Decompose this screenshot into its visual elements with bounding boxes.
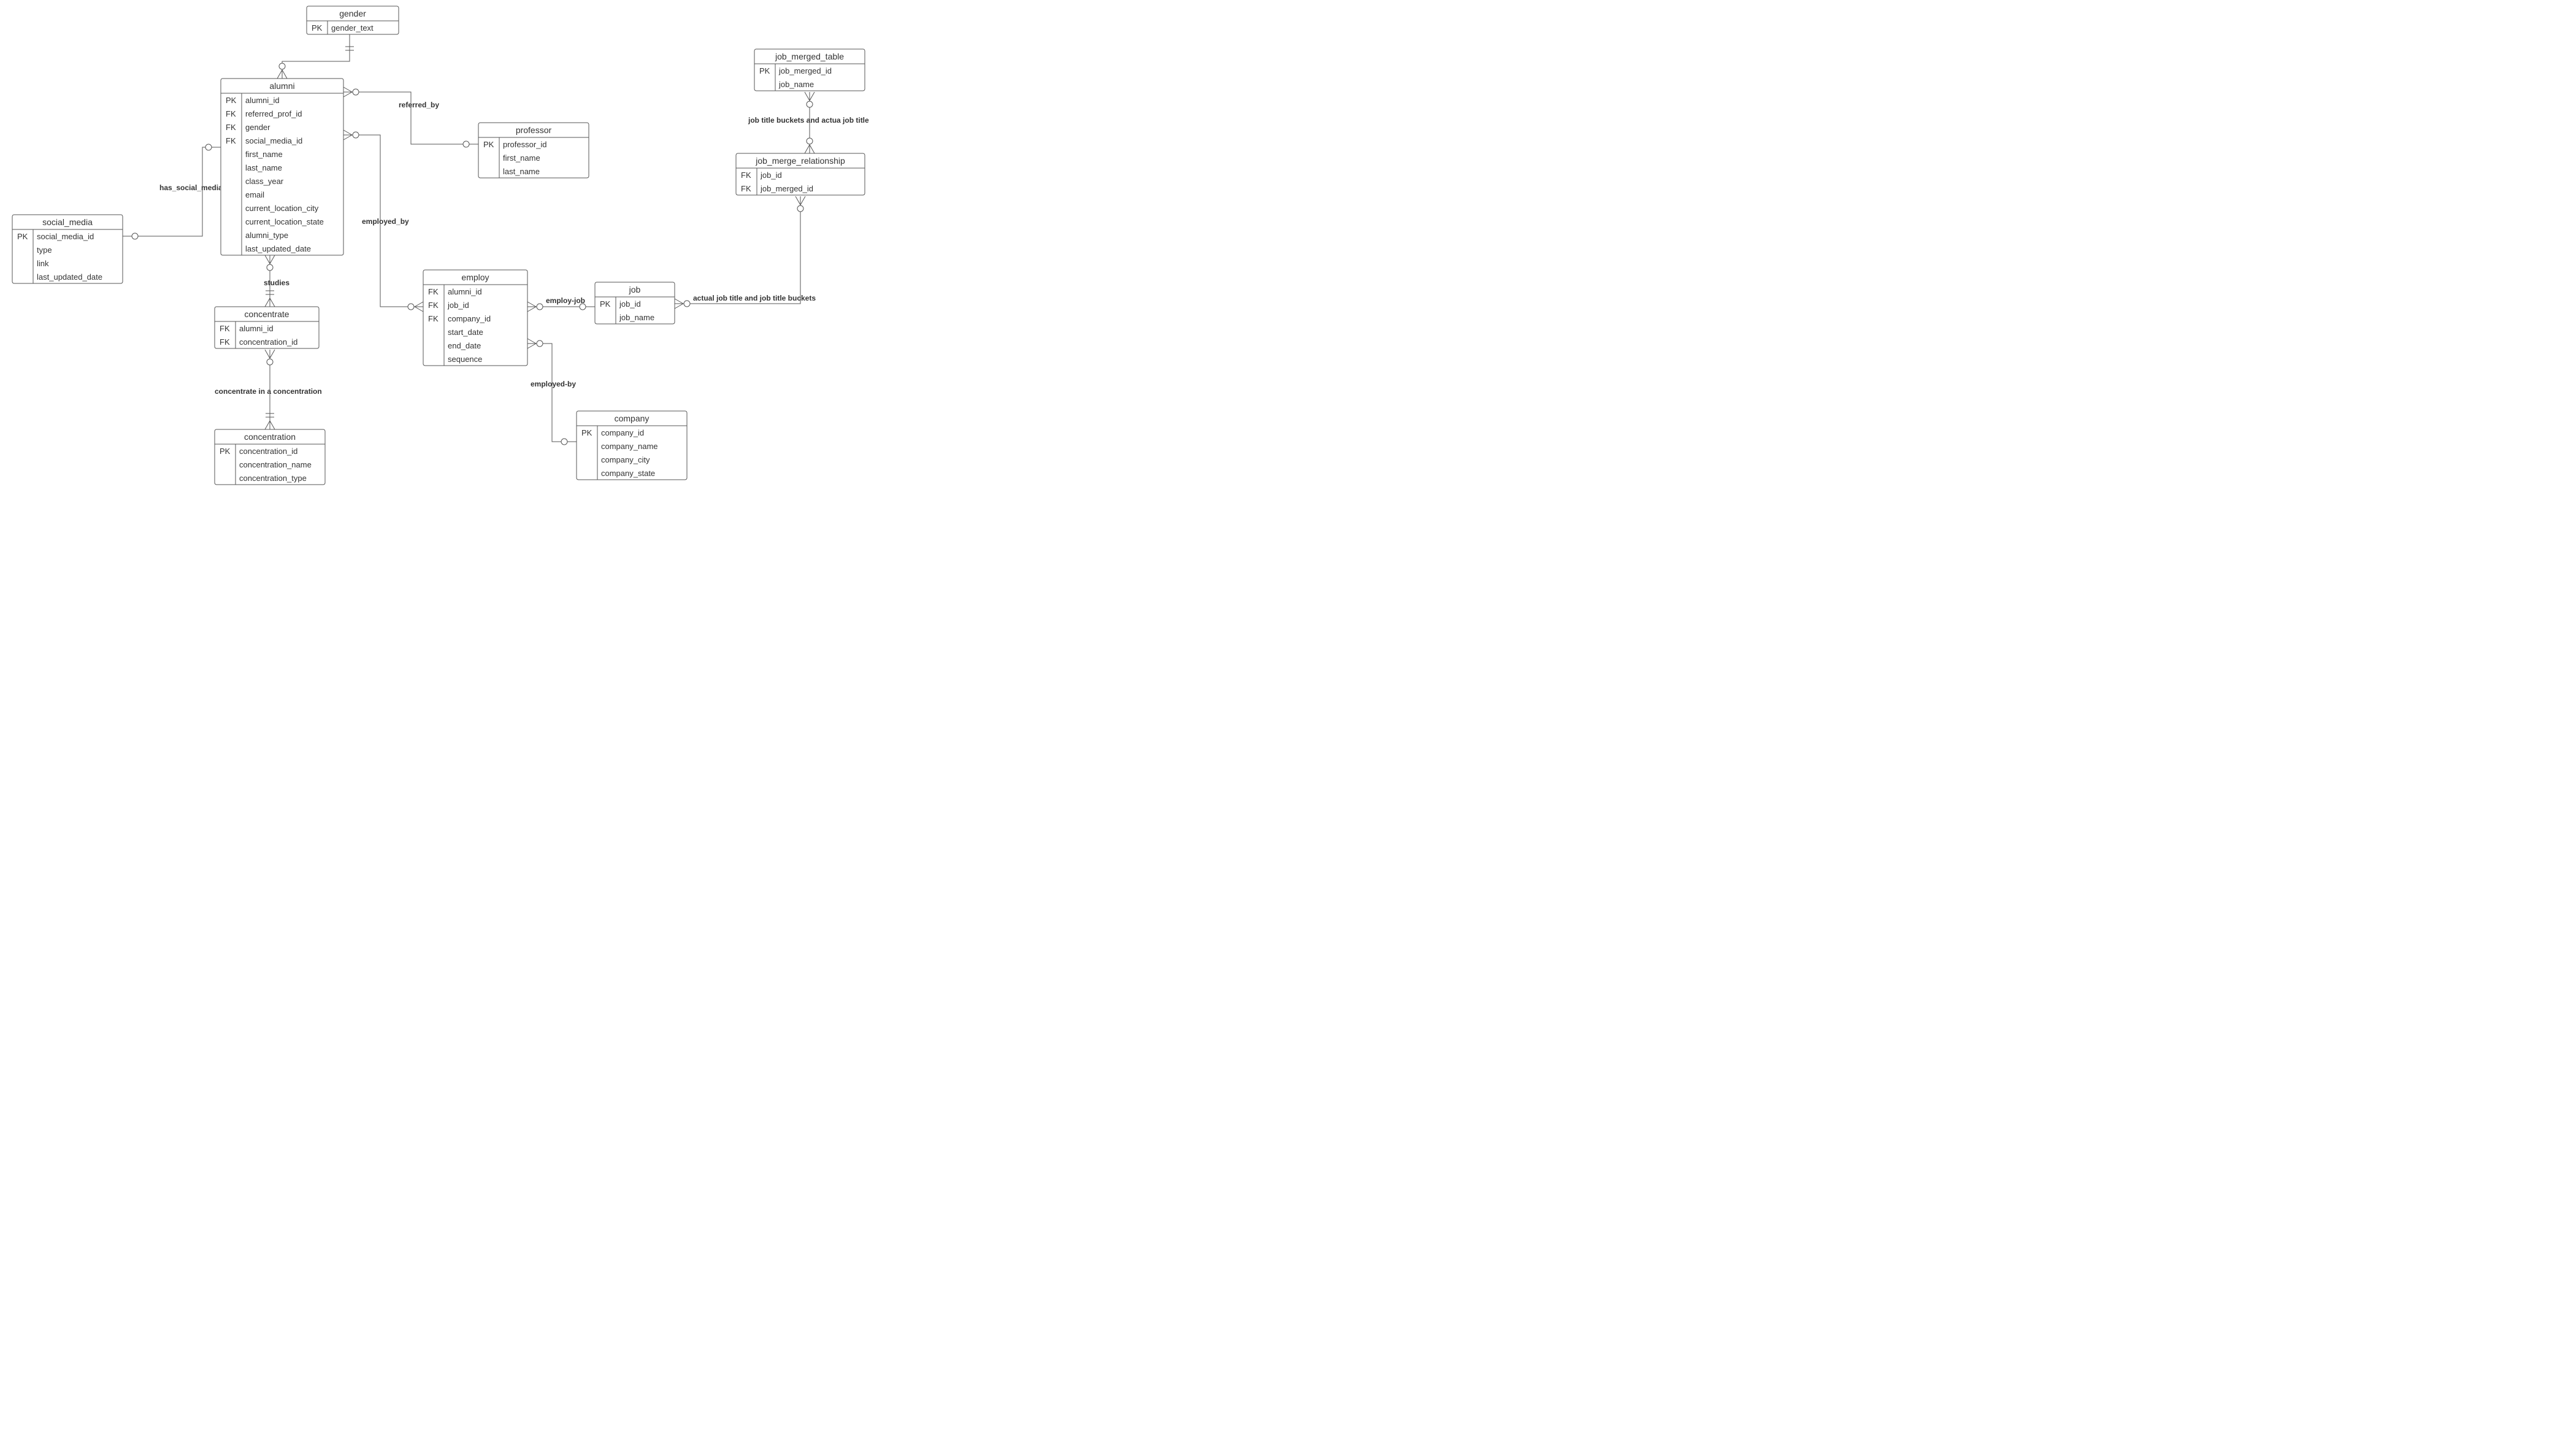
field-key: FK	[226, 123, 236, 132]
field-name: first_name	[503, 153, 540, 163]
relationship-alumni-gender	[282, 34, 350, 79]
field-name: last_updated_date	[245, 244, 311, 253]
field-key: FK	[428, 301, 439, 310]
field-name: gender_text	[331, 23, 374, 33]
field-name: sequence	[448, 355, 482, 364]
relationship-alumni-professor	[343, 92, 478, 144]
field-name: end_date	[448, 341, 481, 350]
field-name: last_name	[503, 167, 540, 176]
field-key: PK	[759, 66, 770, 75]
field-name: job_merged_id	[760, 184, 813, 193]
relationship-label-job-mergerel: actual job title and job title buckets	[693, 294, 816, 302]
field-name: social_media_id	[245, 136, 302, 145]
entity-title: company	[615, 413, 650, 423]
field-name: concentration_id	[239, 447, 297, 456]
relationship-label-employ-company: employed-by	[531, 380, 576, 388]
field-name: job_merged_id	[778, 66, 832, 75]
entity-social_media: social_media PK social_media_idtype link las…	[12, 215, 123, 283]
field-name: concentration_name	[239, 460, 312, 469]
field-name: first_name	[245, 150, 283, 159]
field-key: PK	[226, 96, 237, 105]
field-name: company_id	[448, 314, 491, 323]
field-key: FK	[428, 287, 439, 296]
entity-title: concentration	[244, 432, 296, 442]
field-name: type	[37, 245, 52, 255]
field-key: FK	[428, 314, 439, 323]
relationship-label-employ-job: employ-job	[546, 296, 585, 305]
entity-title: professor	[516, 125, 552, 135]
relationship-label-alumni-professor: referred_by	[399, 101, 439, 109]
field-name: concentration_id	[239, 337, 297, 347]
field-name: alumni_id	[239, 324, 274, 333]
entity-job_merged_table: job_merged_table PK job_merged_id job_name	[754, 49, 865, 91]
relationship-employ-company	[527, 344, 577, 442]
field-name: last_name	[245, 163, 282, 172]
field-name: job_id	[447, 301, 469, 310]
field-name: alumni_type	[245, 231, 288, 240]
field-key: FK	[220, 337, 230, 347]
relationship-label-concentrate-concentration: concentrate in a concentration	[215, 387, 322, 396]
field-name: link	[37, 259, 49, 268]
field-key: FK	[220, 324, 230, 333]
field-key: PK	[581, 428, 592, 437]
field-name: company_id	[601, 428, 644, 437]
field-name: job_name	[778, 80, 814, 89]
field-name: alumni_id	[245, 96, 280, 105]
field-key: FK	[226, 136, 236, 145]
entity-gender: gender PK gender_text	[307, 6, 399, 34]
entity-job_merge_relationship: job_merge_relationship FK job_id FK job_merg…	[736, 153, 865, 195]
relationship-label-alumni-employ: employed_by	[362, 217, 409, 226]
field-key: PK	[220, 447, 231, 456]
field-key: FK	[741, 184, 751, 193]
field-name: alumni_id	[448, 287, 482, 296]
entity-alumni: alumni PK alumni_id FK referred_prof_id FK gen…	[221, 79, 343, 255]
entity-employ: employ FK alumni_id FK job_id FK company_idsta…	[423, 270, 527, 366]
entity-title: job_merged_table	[775, 52, 844, 61]
field-key: PK	[483, 140, 494, 149]
field-name: current_location_state	[245, 217, 324, 226]
entity-company: company PK company_id company_name company_c…	[577, 411, 687, 480]
field-name: current_location_city	[245, 204, 319, 213]
field-name: social_media_id	[37, 232, 94, 241]
entity-title: employ	[461, 272, 489, 282]
entity-title: job	[629, 285, 641, 294]
field-name: gender	[245, 123, 270, 132]
relationship-label-alumni-social: has_social_media	[159, 183, 223, 192]
entity-title: gender	[339, 9, 366, 18]
field-name: start_date	[448, 328, 483, 337]
entity-professor: professor PK professor_id first_name last_na…	[478, 123, 589, 178]
field-key: PK	[600, 299, 611, 309]
relationship-label-mergerel-mergedtable: job title buckets and actua job title	[748, 116, 869, 125]
field-name: job_id	[760, 171, 782, 180]
field-key: FK	[741, 171, 751, 180]
field-name: class_year	[245, 177, 284, 186]
entity-title: job_merge_relationship	[755, 156, 845, 166]
field-name: email	[245, 190, 264, 199]
field-name: concentration_type	[239, 474, 307, 483]
relationship-job-mergerel	[675, 196, 800, 304]
field-name: job_id	[619, 299, 641, 309]
field-key: PK	[17, 232, 28, 241]
field-name: last_updated_date	[37, 272, 102, 282]
field-name: job_name	[619, 313, 654, 322]
entity-concentration: concentration PK concentration_id concentra…	[215, 429, 325, 485]
entity-concentrate: concentrate FK alumni_id FK concentration_id	[215, 307, 319, 348]
field-key: PK	[312, 23, 323, 33]
field-name: company_city	[601, 455, 650, 464]
entity-title: concentrate	[244, 309, 289, 319]
entity-job: job PK job_id job_name	[595, 282, 675, 324]
field-name: company_name	[601, 442, 658, 451]
er-diagram-canvas: has_social_media referred_bystudies concen…	[0, 0, 920, 515]
entity-title: social_media	[42, 217, 93, 227]
relationship-label-alumni-concentrate: studies	[264, 279, 289, 287]
field-name: referred_prof_id	[245, 109, 302, 118]
field-name: company_state	[601, 469, 655, 478]
field-name: professor_id	[503, 140, 547, 149]
field-key: FK	[226, 109, 236, 118]
entity-title: alumni	[269, 81, 294, 91]
